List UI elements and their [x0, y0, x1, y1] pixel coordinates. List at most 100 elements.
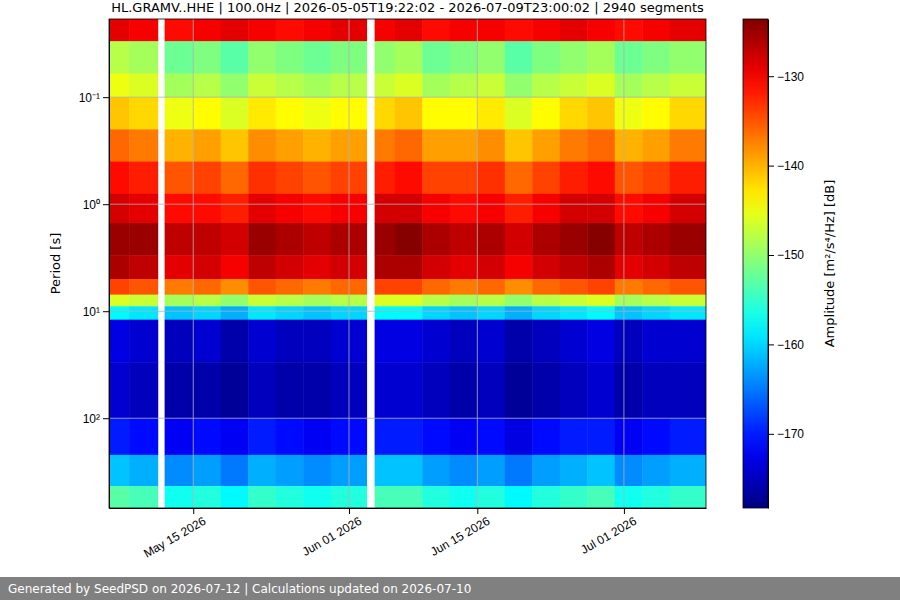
cell	[560, 279, 588, 295]
cell	[221, 255, 249, 279]
cell	[532, 73, 560, 97]
cell	[165, 279, 194, 295]
cell	[615, 455, 643, 487]
cell	[193, 418, 221, 455]
cell	[395, 486, 423, 508]
x-tick: May 15 2026	[141, 508, 208, 561]
cell	[670, 362, 706, 418]
cell	[450, 279, 478, 295]
y-tick: 10¹	[83, 305, 109, 319]
cell	[642, 455, 670, 487]
cell	[276, 162, 304, 195]
cell	[532, 362, 560, 418]
y-tick-label: 10⁰	[83, 198, 100, 212]
cell	[505, 41, 533, 74]
cell	[560, 320, 588, 363]
cell	[248, 73, 276, 97]
cell	[505, 97, 533, 130]
cell	[375, 418, 396, 455]
x-tick: Jun 15 2026	[428, 508, 492, 559]
cell	[303, 279, 331, 295]
title: HL.GRAMV..HHE | 100.0Hz | 2026-05-05T19:…	[111, 0, 704, 15]
cell	[642, 194, 670, 224]
cell	[450, 73, 478, 97]
cell	[375, 306, 396, 320]
plot-frame	[109, 19, 706, 508]
cell	[642, 255, 670, 279]
cell	[375, 455, 396, 487]
cell	[165, 255, 194, 279]
cell	[587, 362, 615, 418]
cell	[193, 295, 221, 307]
cell	[375, 320, 396, 363]
cell	[303, 320, 331, 363]
cell	[615, 306, 643, 320]
cell	[615, 255, 643, 279]
cell	[221, 97, 249, 130]
cell	[303, 162, 331, 195]
cell	[109, 41, 130, 74]
cell	[477, 295, 505, 307]
cell	[395, 73, 423, 97]
cell	[642, 362, 670, 418]
cell	[670, 194, 706, 224]
cell	[532, 486, 560, 508]
cell	[303, 41, 331, 74]
cell	[248, 486, 276, 508]
cell	[248, 223, 276, 256]
cell	[221, 129, 249, 162]
cell	[670, 223, 706, 256]
cell	[395, 41, 423, 74]
y-axis: 10⁻¹10⁰10¹10²	[79, 20, 110, 509]
cell	[532, 418, 560, 455]
cell	[477, 255, 505, 279]
cell	[165, 418, 194, 455]
cell	[670, 255, 706, 279]
y-tick: 10⁰	[83, 198, 109, 212]
cell	[642, 41, 670, 74]
cell	[276, 97, 304, 130]
cell	[248, 129, 276, 162]
cell	[109, 279, 130, 295]
cell	[303, 486, 331, 508]
cell	[109, 223, 130, 256]
cell	[375, 73, 396, 97]
cell	[395, 362, 423, 418]
cell	[375, 362, 396, 418]
cell	[303, 97, 331, 130]
cell	[109, 418, 130, 455]
cell	[560, 41, 588, 74]
cell	[532, 97, 560, 130]
y-tick-mark	[103, 418, 109, 419]
grid	[109, 19, 706, 508]
cell	[221, 19, 249, 42]
colorbar-tick-mark	[768, 344, 774, 345]
colorbar-tick: −140	[768, 159, 804, 173]
colorbar-title: Amplitude [m²/s⁴/Hz] [dB]	[822, 180, 837, 348]
y-tick: 10²	[83, 412, 109, 426]
cell	[505, 295, 533, 307]
cell	[303, 362, 331, 418]
cell	[450, 320, 478, 363]
cell	[395, 129, 423, 162]
cell	[532, 295, 560, 307]
grid-line	[109, 97, 706, 98]
cell	[395, 255, 423, 279]
cell	[422, 194, 450, 224]
cell	[642, 19, 670, 42]
cell	[532, 306, 560, 320]
cell	[248, 295, 276, 307]
cell	[560, 418, 588, 455]
cell	[450, 455, 478, 487]
cell	[193, 306, 221, 320]
cell	[193, 255, 221, 279]
cell	[129, 306, 158, 320]
cell	[276, 279, 304, 295]
cell	[221, 455, 249, 487]
cell	[422, 320, 450, 363]
cell	[560, 97, 588, 130]
cell	[165, 129, 194, 162]
colorbar-tick: −150	[768, 248, 804, 262]
cell	[375, 255, 396, 279]
x-tick-mark	[193, 508, 194, 514]
